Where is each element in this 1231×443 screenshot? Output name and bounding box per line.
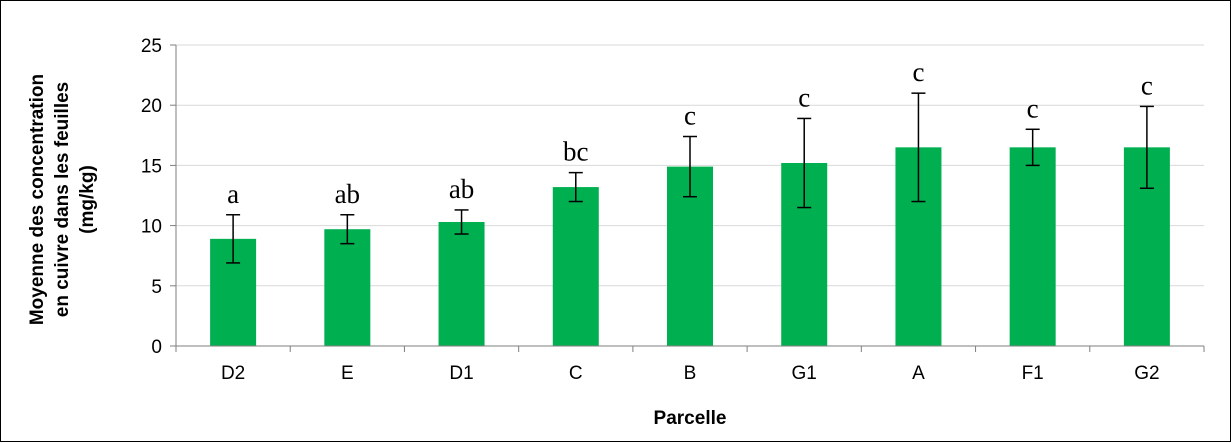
significance-letter-C: bc — [563, 137, 589, 167]
bar-F1 — [1009, 147, 1056, 346]
y-tick-label: 25 — [141, 36, 162, 57]
bar-E — [324, 229, 371, 346]
x-tick-label-G1: G1 — [792, 363, 817, 384]
y-axis-title: Moyenne des concentration en cuivre dans … — [27, 74, 98, 325]
significance-letter-D2: a — [227, 179, 239, 209]
y-tick-label: 10 — [141, 217, 162, 238]
significance-letter-G1: c — [798, 82, 810, 112]
significance-letter-A: c — [912, 57, 924, 87]
labels: 0 5 10 15 20 25 a D2 ab Eab D1 bc Cc Bc G1 c Ac F1 c G2 — [141, 36, 1160, 384]
significance-letter-B: c — [684, 101, 696, 131]
x-tick-label-D2: D2 — [221, 363, 245, 384]
significance-letter-G2: c — [1141, 70, 1153, 100]
y-tick-label: 15 — [141, 156, 162, 177]
significance-letter-D1: ab — [449, 174, 474, 204]
bar-D1 — [438, 221, 485, 346]
x-tick-label-C: C — [569, 363, 583, 384]
x-tick-label-F1: F1 — [1022, 363, 1044, 384]
axes — [170, 44, 1205, 352]
significance-letter-E: ab — [335, 179, 360, 209]
y-axis-title-line: Moyenne des concentration — [27, 74, 48, 325]
significance-letter-F1: c — [1027, 93, 1039, 123]
y-tick-label: 20 — [141, 96, 162, 117]
bar-C — [552, 187, 599, 346]
x-axis-title: Parcelle — [654, 408, 727, 429]
y-tick-label: 0 — [151, 337, 162, 358]
bars — [210, 92, 1170, 346]
x-tick-label-D1: D1 — [449, 363, 473, 384]
x-tick-label-G2: G2 — [1134, 363, 1159, 384]
y-tick-label: 5 — [151, 277, 162, 298]
y-axis-title-line: en cuivre dans les feuilles — [52, 82, 73, 318]
x-tick-label-E: E — [341, 363, 354, 384]
x-tick-label-A: A — [912, 363, 925, 384]
y-axis-title-line: (mg/kg) — [77, 165, 98, 234]
x-tick-label-B: B — [684, 363, 697, 384]
